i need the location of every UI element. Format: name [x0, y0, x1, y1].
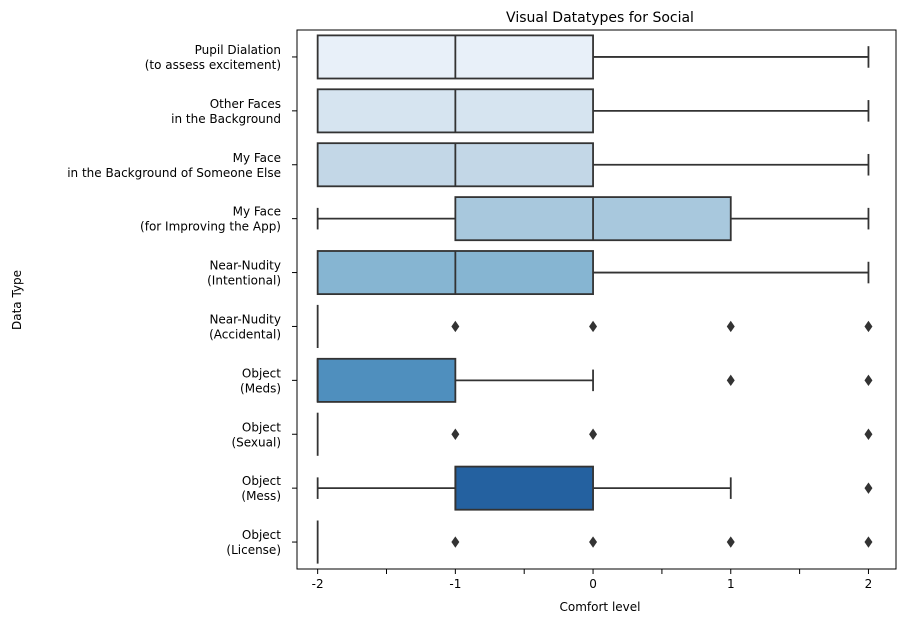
x-axis-label: Comfort level	[560, 600, 641, 614]
plot-frame	[296, 29, 897, 570]
x-tick-label: -1	[449, 577, 461, 591]
y-tick-label: My Face (for Improving the App)	[140, 205, 281, 234]
box	[316, 357, 457, 403]
box-group: Near-Nudity (Intentional)	[207, 250, 870, 296]
y-tick-label: Other Faces in the Background	[171, 97, 281, 126]
outlier-point	[864, 320, 873, 333]
box-group: Object (Sexual)	[231, 412, 873, 456]
y-tick-label-line: Other Faces	[210, 97, 281, 111]
y-tick-label-line: (to assess excitement)	[145, 58, 281, 72]
chart-title: Visual Datatypes for Social	[506, 10, 694, 26]
y-tick-label-line: (Sexual)	[231, 435, 281, 449]
y-tick-label-line: (Accidental)	[209, 327, 281, 341]
y-tick-label-line: Object	[242, 366, 281, 380]
y-tick-label: Object (Meds)	[240, 366, 281, 395]
x-tick-label: 2	[865, 577, 873, 591]
y-tick-label-line: (Meds)	[240, 381, 281, 395]
y-tick-label: My Face in the Background of Someone Else	[67, 151, 281, 180]
outlier-point	[451, 536, 460, 548]
y-tick-label-line: Near-Nudity	[209, 312, 281, 326]
y-tick-label-line: My Face	[233, 151, 281, 165]
outlier-point	[589, 536, 598, 548]
outlier-point	[726, 374, 735, 387]
x-tick-label: -2	[312, 577, 324, 591]
box-group: Other Faces in the Background	[171, 88, 870, 134]
y-tick-label-line: (for Improving the App)	[140, 220, 281, 234]
outlier-point	[726, 320, 735, 333]
box-group: Object (Meds)	[240, 357, 873, 403]
y-tick-label-line: Object	[242, 528, 281, 542]
y-tick-label: Near-Nudity (Accidental)	[209, 312, 281, 341]
box-group: My Face in the Background of Someone Else	[67, 142, 870, 188]
y-tick-label-line: (Intentional)	[207, 274, 281, 288]
y-tick-label: Near-Nudity (Intentional)	[207, 259, 281, 288]
outlier-point	[726, 536, 735, 548]
box	[454, 465, 594, 511]
box-group: Object (Mess)	[241, 465, 873, 511]
outlier-point	[864, 374, 873, 387]
y-tick-label-line: in the Background	[171, 112, 281, 126]
outlier-point	[589, 428, 598, 440]
y-tick-label: Object (Mess)	[241, 474, 281, 503]
outlier-point	[864, 536, 873, 548]
y-tick-label-line: (Mess)	[241, 489, 281, 503]
outlier-point	[451, 320, 460, 333]
y-tick-label-line: Pupil Dialation	[195, 43, 281, 57]
plot-area: -2 -1 0 1 2 Pupil Dialation (to assess excitem…	[67, 29, 897, 591]
y-tick-label-line: in the Background of Someone Else	[67, 166, 281, 180]
box-group: Near-Nudity (Accidental)	[209, 304, 873, 349]
outlier-point	[589, 320, 598, 333]
y-tick-label-line: Near-Nudity	[209, 259, 281, 273]
outlier-point	[864, 482, 873, 494]
y-tick-label-line: My Face	[233, 205, 281, 219]
x-tick-label: 0	[589, 577, 597, 591]
y-tick-label-line: Object	[242, 474, 281, 488]
y-tick-label-line: Object	[242, 420, 281, 434]
y-tick-label-line: (License)	[226, 543, 281, 557]
box-group: My Face (for Improving the App)	[140, 196, 870, 242]
y-tick-label: Object (License)	[226, 528, 281, 557]
box-group: Pupil Dialation (to assess excitement)	[145, 34, 870, 80]
outlier-point	[864, 428, 873, 440]
box-group: Object (License)	[226, 520, 873, 564]
y-tick-label: Pupil Dialation (to assess excitement)	[145, 43, 281, 72]
x-tick-label: 1	[727, 577, 735, 591]
y-axis-label: Data Type	[10, 270, 24, 330]
outlier-point	[451, 428, 460, 440]
y-tick-label: Object (Sexual)	[231, 420, 281, 449]
